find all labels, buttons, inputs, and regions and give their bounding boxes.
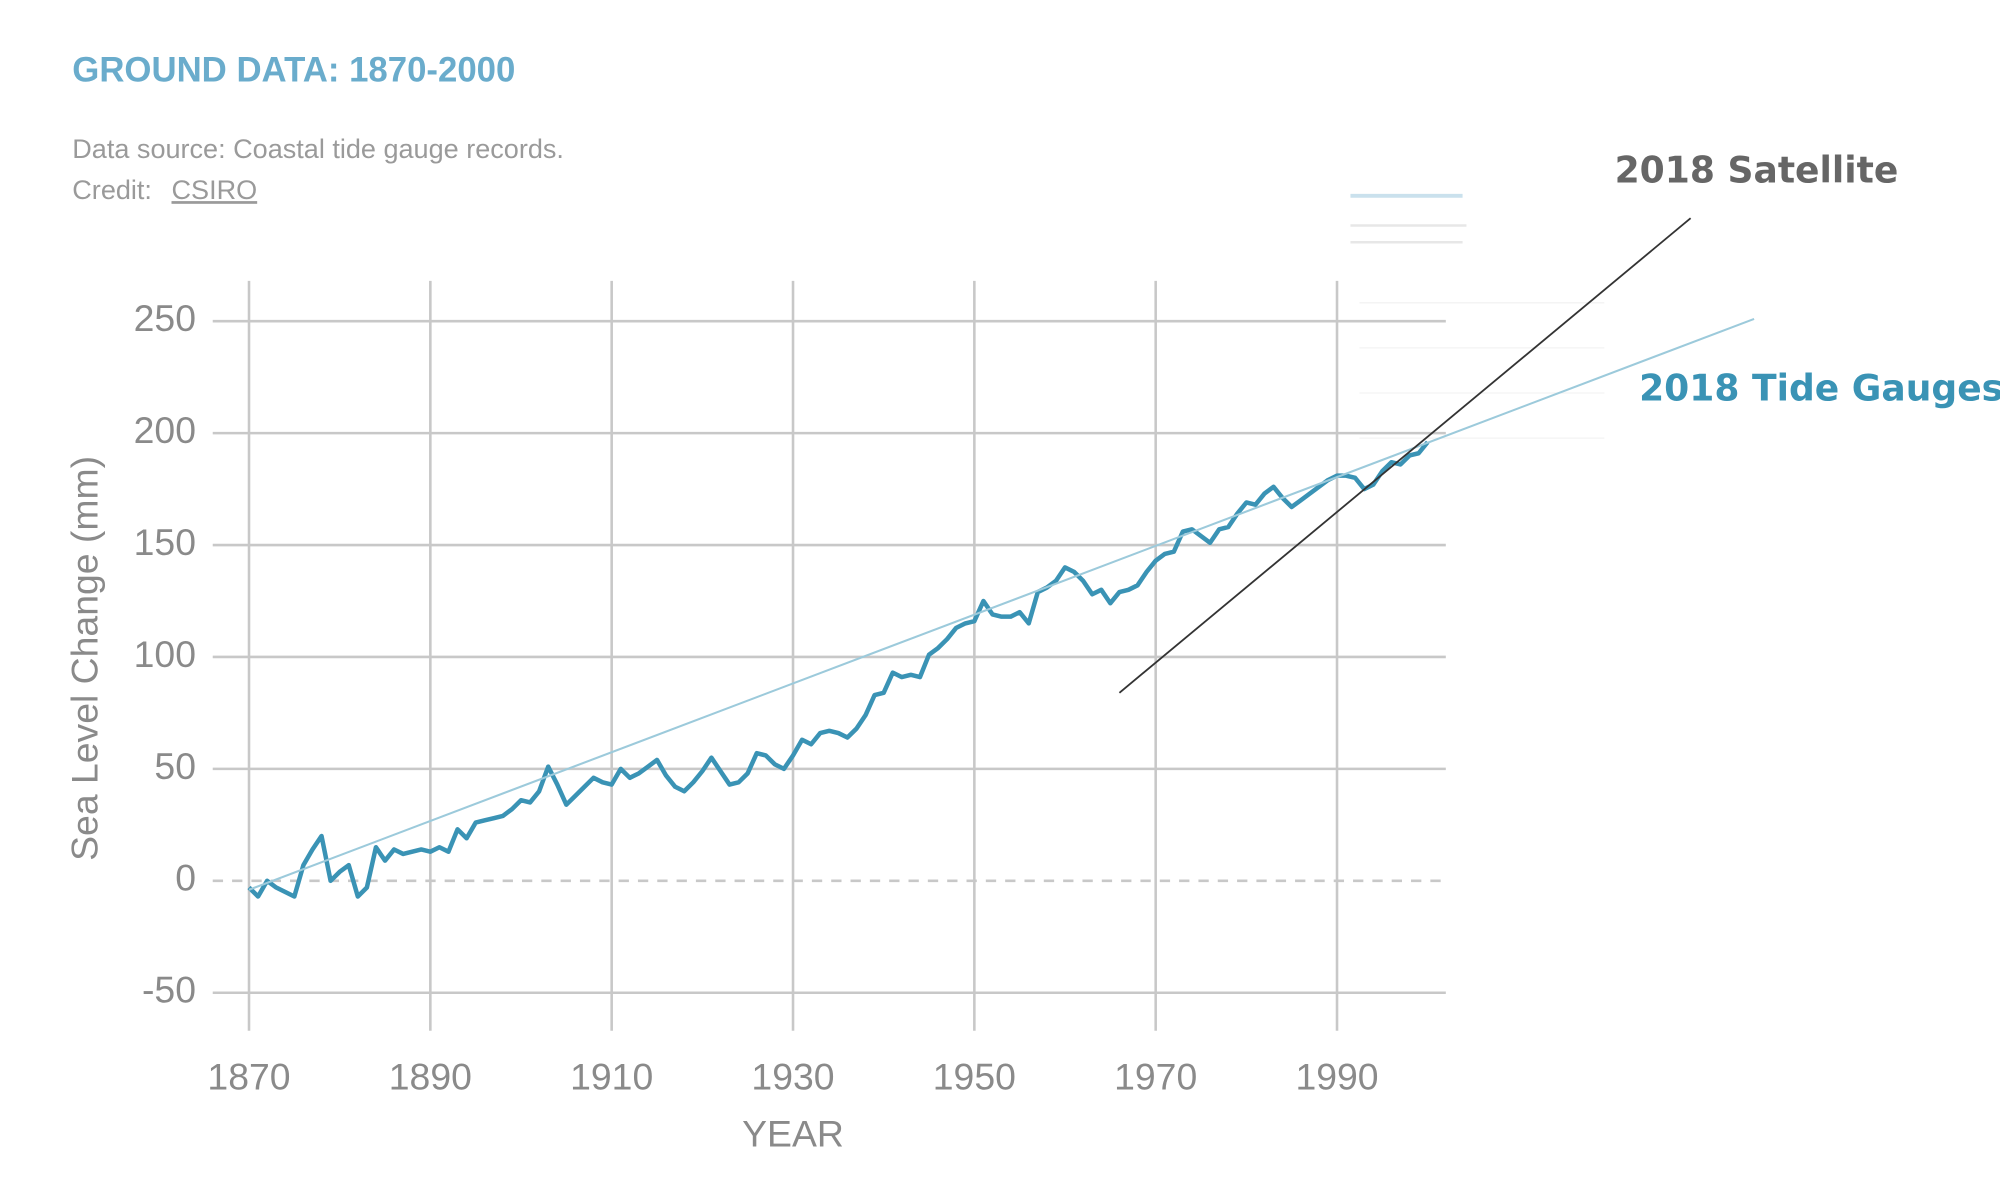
x-tick-label: 1870 <box>207 1056 290 1098</box>
credit-label: Credit: <box>72 175 152 205</box>
y-tick-label: -50 <box>142 969 196 1011</box>
annotation: 2018 Tide Gauges <box>1639 367 2000 409</box>
annotation: 2018 Satellite <box>1615 150 1899 192</box>
trend-line <box>248 317 1755 891</box>
y-tick-label: 100 <box>134 633 196 675</box>
trend-line <box>1118 217 1692 694</box>
x-tick-label: 1890 <box>389 1056 472 1098</box>
y-tick-label: 200 <box>134 409 196 451</box>
chart-title: GROUND DATA: 1870-2000 <box>72 51 515 89</box>
x-tick-label: 1950 <box>933 1056 1016 1098</box>
y-tick-label: 0 <box>175 857 196 899</box>
x-tick-label: 1930 <box>751 1056 834 1098</box>
y-tick-label: 150 <box>134 521 196 563</box>
inset-thumbnail <box>1340 180 1611 516</box>
y-axis-title: Sea Level Change (mm) <box>64 456 106 861</box>
chart-subtitle: Data source: Coastal tide gauge records. <box>72 134 564 164</box>
x-tick-label: 1910 <box>570 1056 653 1098</box>
credit-link[interactable]: CSIRO <box>172 175 258 205</box>
data-line <box>247 440 1430 899</box>
y-tick-label: 250 <box>134 297 196 339</box>
y-tick-label: 50 <box>154 745 196 787</box>
x-axis-title: YEAR <box>742 1112 844 1154</box>
x-tick-label: 1990 <box>1295 1056 1378 1098</box>
x-tick-label: 1970 <box>1114 1056 1197 1098</box>
